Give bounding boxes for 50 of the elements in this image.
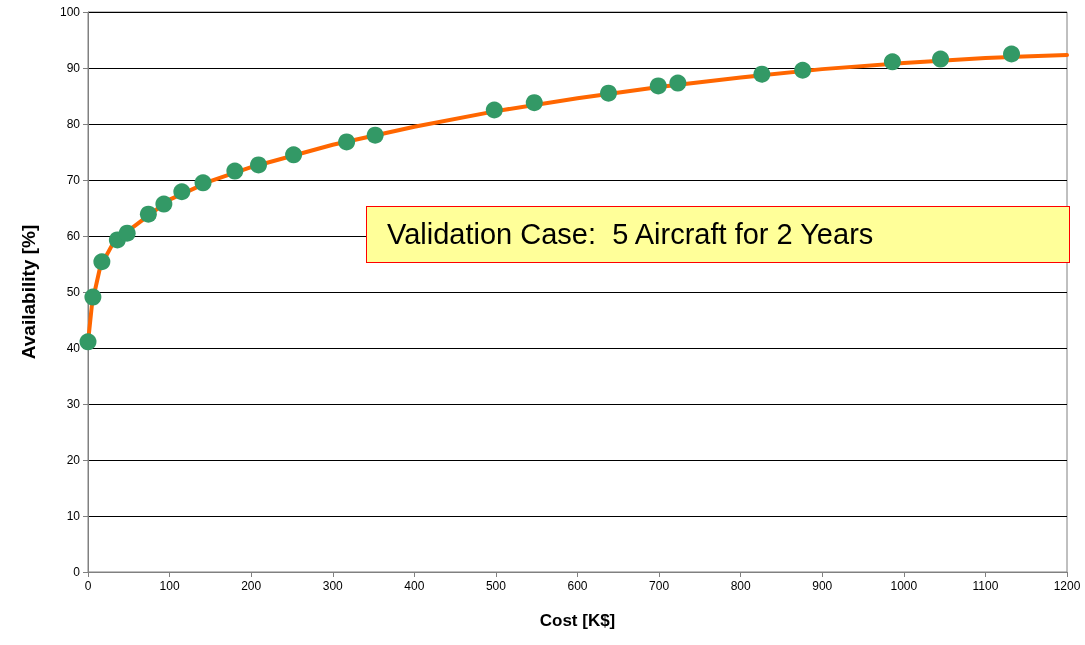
x-tick-label: 600	[567, 579, 588, 593]
point	[84, 288, 102, 306]
point	[932, 50, 950, 68]
x-tick-label: 500	[485, 579, 507, 593]
point	[118, 224, 136, 242]
x-tick-label: 0	[84, 579, 92, 593]
point	[285, 146, 303, 164]
x-axis-title: Cost [K$]	[539, 611, 616, 630]
x-tick-label: 700	[649, 579, 670, 593]
point	[93, 253, 111, 271]
point	[794, 61, 812, 79]
point	[250, 156, 268, 174]
x-tick-label: 1200	[1053, 579, 1081, 593]
point	[155, 195, 173, 213]
point	[485, 101, 503, 119]
x-tick-label: 1100	[972, 579, 999, 593]
point	[366, 126, 384, 144]
y-tick-label: 60	[66, 229, 81, 243]
x-tick-label: 200	[241, 579, 262, 593]
x-tick-label: 300	[322, 579, 344, 593]
y-tick-label: 70	[66, 173, 81, 187]
x-tick-label: 100	[159, 579, 180, 593]
x-tick-label: 900	[812, 579, 833, 593]
x-tick-label: 1000	[890, 579, 918, 593]
y-tick-label: 50	[66, 285, 81, 299]
y-tick-label: 10	[66, 509, 81, 523]
point	[753, 65, 771, 83]
y-tick-label: 0	[73, 565, 81, 579]
y-axis-title: Availability [%]	[18, 224, 39, 360]
point	[173, 183, 191, 201]
point	[194, 174, 212, 192]
point	[669, 74, 687, 92]
point	[1003, 45, 1021, 63]
y-tick-label: 100	[59, 5, 81, 19]
point	[338, 133, 356, 151]
point	[525, 94, 543, 112]
x-tick-label: 800	[730, 579, 751, 593]
point	[139, 205, 157, 223]
y-tick-label: 80	[66, 117, 81, 131]
y-tick-label: 20	[66, 453, 81, 467]
point	[226, 162, 244, 180]
x-tick-label: 400	[404, 579, 425, 593]
y-tick-label: 90	[66, 61, 81, 75]
point	[600, 84, 617, 102]
point	[649, 77, 667, 95]
callout-box: Validation Case: 5 Aircraft for 2 Years	[366, 206, 1070, 263]
y-tick-label: 40	[66, 341, 81, 355]
y-tick-label: 30	[66, 397, 81, 411]
point	[883, 53, 901, 71]
point	[79, 333, 97, 351]
